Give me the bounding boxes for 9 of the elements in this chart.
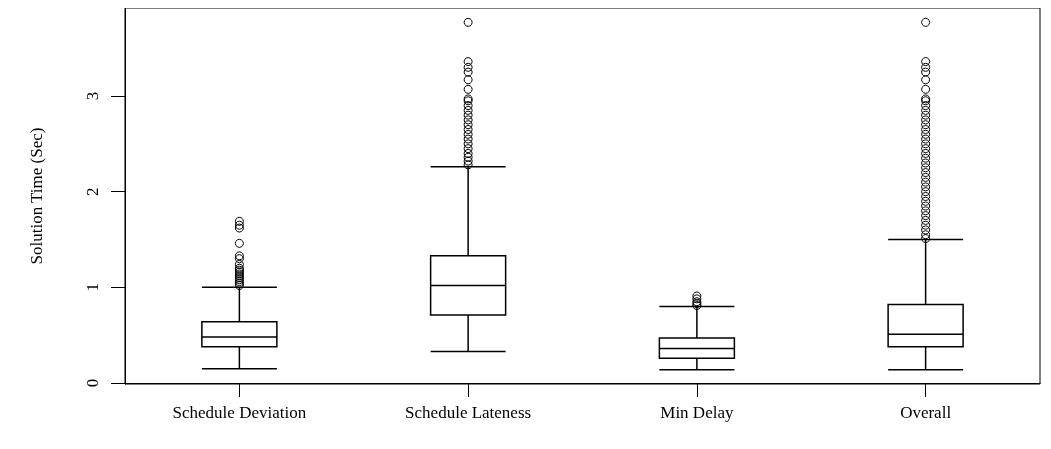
y-tick-label: 1 xyxy=(83,283,102,292)
x-tick-label: Schedule Lateness xyxy=(405,403,532,422)
y-tick-label: 3 xyxy=(83,91,102,101)
x-tick-label: Overall xyxy=(900,403,952,422)
y-tick-label: 2 xyxy=(83,187,102,196)
y-axis-title: Solution Time (Sec) xyxy=(27,127,46,265)
x-tick-label: Schedule Deviation xyxy=(172,403,307,422)
x-tick-label: Min Delay xyxy=(660,403,734,422)
y-tick-label: 0 xyxy=(83,378,102,388)
